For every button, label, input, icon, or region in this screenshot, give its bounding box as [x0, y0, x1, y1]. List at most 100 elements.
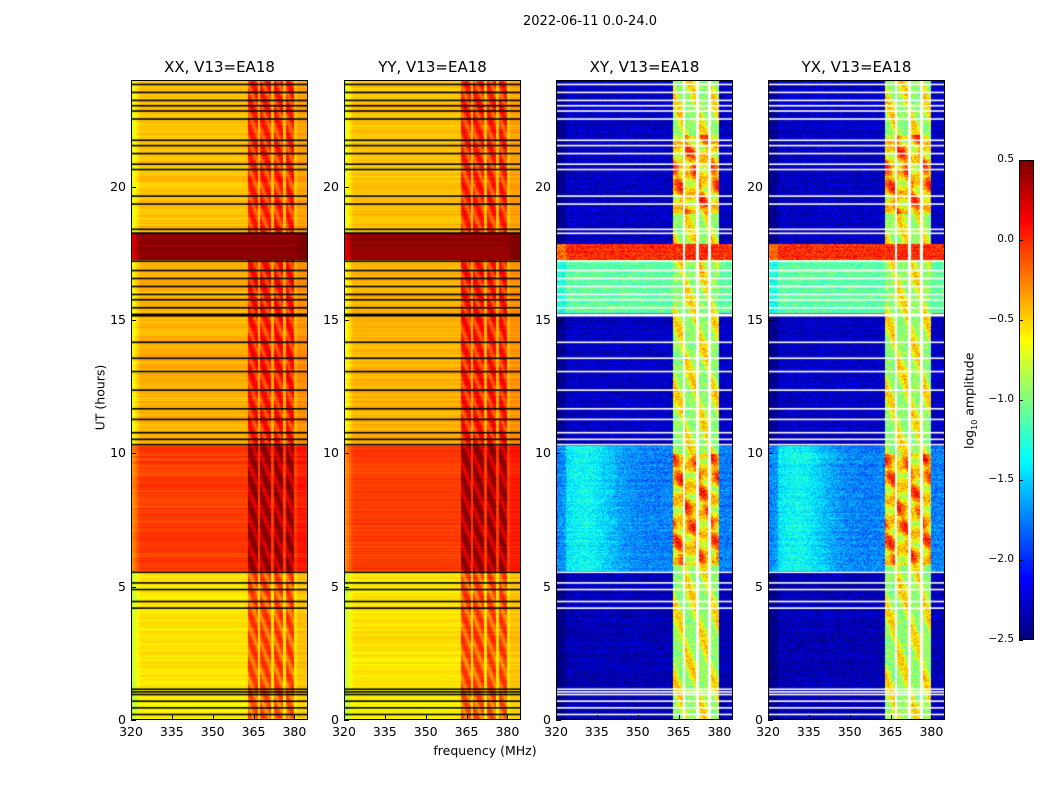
y-tick-mark — [131, 320, 136, 321]
y-tick-mark — [768, 186, 773, 188]
y-tick-mark — [344, 720, 349, 721]
y-tick-label: 20 — [747, 178, 763, 194]
y-tick-mark — [344, 453, 349, 455]
y-tick-mark — [768, 453, 773, 455]
y-tick-mark — [344, 320, 349, 321]
x-tick-mark — [294, 715, 296, 720]
x-tick-mark — [637, 715, 639, 720]
colorbar-tick-label: −1.0 — [988, 393, 1015, 405]
y-tick-label: 0 — [543, 712, 551, 727]
x-tick-label: 335 — [372, 724, 397, 739]
x-tick-label: 380 — [707, 724, 732, 739]
x-tick-mark — [253, 715, 255, 720]
y-tick-label: 20 — [323, 178, 339, 194]
panel-title: YY, V13=EA18 — [378, 58, 487, 76]
x-tick-label: 320 — [756, 724, 780, 739]
y-tick-label: 5 — [755, 578, 763, 594]
x-tick-label: 365 — [241, 724, 266, 739]
y-tick-mark — [556, 320, 561, 321]
panel-title: XY, V13=EA18 — [589, 58, 700, 76]
x-tick-mark — [344, 715, 345, 720]
heatmap-panel-xx — [131, 80, 308, 720]
x-tick-mark — [131, 715, 132, 720]
x-tick-mark — [849, 715, 851, 720]
colorbar-tick-mark — [1019, 240, 1023, 241]
x-tick-label: 320 — [544, 724, 568, 739]
y-tick-label: 10 — [110, 445, 126, 461]
figure-title: 2022-06-11 0.0-24.0 — [523, 14, 657, 29]
heatmap-image — [345, 81, 520, 719]
panel-title: XX, V13=EA18 — [164, 58, 275, 76]
y-tick-label: 15 — [323, 312, 339, 327]
y-tick-mark — [768, 320, 773, 321]
y-tick-mark — [556, 186, 561, 188]
y-tick-label: 5 — [543, 578, 551, 594]
y-tick-mark — [131, 586, 136, 588]
x-tick-label: 350 — [625, 724, 650, 739]
x-tick-mark — [507, 715, 509, 720]
colorbar-tick-mark — [1019, 400, 1023, 401]
y-tick-label: 0 — [118, 712, 126, 727]
heatmap-panel-yy — [344, 80, 521, 720]
colorbar-tick-label: −1.5 — [988, 473, 1015, 485]
x-tick-label: 335 — [584, 724, 609, 739]
x-tick-mark — [384, 715, 386, 720]
colorbar-tick-label: −0.5 — [988, 313, 1015, 325]
heatmap-panel-xy — [556, 80, 733, 720]
colorbar-tick-mark — [1019, 160, 1023, 161]
x-tick-mark — [808, 715, 810, 720]
y-tick-mark — [344, 586, 349, 588]
heatmap-image — [769, 81, 944, 719]
y-axis-label: UT (hours) — [92, 364, 108, 431]
heatmap-image — [557, 81, 732, 719]
y-tick-label: 20 — [110, 178, 126, 194]
heatmap-panel-yx — [768, 80, 945, 720]
x-tick-mark — [768, 715, 769, 720]
x-tick-mark — [212, 715, 214, 720]
y-tick-mark — [131, 186, 136, 188]
y-tick-label: 10 — [323, 445, 339, 461]
y-tick-mark — [556, 453, 561, 455]
x-tick-mark — [931, 715, 933, 720]
y-tick-mark — [344, 186, 349, 188]
colorbar-tick-label: −2.0 — [988, 553, 1015, 565]
x-tick-label: 380 — [919, 724, 944, 739]
x-tick-label: 350 — [837, 724, 862, 739]
y-tick-label: 5 — [118, 578, 126, 594]
y-tick-mark — [131, 453, 136, 455]
y-tick-label: 15 — [535, 312, 551, 327]
y-tick-mark — [556, 720, 561, 721]
x-tick-label: 365 — [878, 724, 903, 739]
colorbar-tick-label: 0.5 — [997, 153, 1014, 165]
colorbar-tick-label: −2.5 — [988, 633, 1015, 645]
y-tick-label: 0 — [755, 712, 763, 727]
y-tick-mark — [131, 720, 136, 721]
y-tick-label: 10 — [535, 445, 551, 461]
x-tick-label: 380 — [282, 724, 307, 739]
colorbar-tick-mark — [1019, 560, 1023, 561]
x-tick-mark — [425, 715, 427, 720]
heatmap-image — [132, 81, 307, 719]
y-tick-mark — [556, 586, 561, 588]
x-tick-mark — [719, 715, 721, 720]
x-tick-mark — [596, 715, 598, 720]
y-tick-label: 15 — [110, 312, 126, 327]
x-tick-label: 365 — [666, 724, 691, 739]
x-tick-label: 380 — [495, 724, 520, 739]
x-tick-label: 335 — [796, 724, 821, 739]
x-tick-mark — [678, 715, 680, 720]
colorbar-gradient — [1020, 161, 1033, 639]
x-tick-label: 350 — [200, 724, 225, 739]
x-tick-mark — [556, 715, 557, 720]
x-tick-mark — [466, 715, 468, 720]
colorbar-label: log10 amplitude — [961, 352, 979, 449]
x-tick-label: 335 — [159, 724, 184, 739]
y-tick-label: 5 — [331, 578, 339, 594]
y-tick-label: 10 — [747, 445, 763, 461]
x-tick-mark — [171, 715, 173, 720]
x-tick-label: 320 — [119, 724, 143, 739]
x-tick-label: 365 — [454, 724, 479, 739]
x-tick-mark — [890, 715, 892, 720]
y-tick-label: 15 — [747, 312, 763, 327]
